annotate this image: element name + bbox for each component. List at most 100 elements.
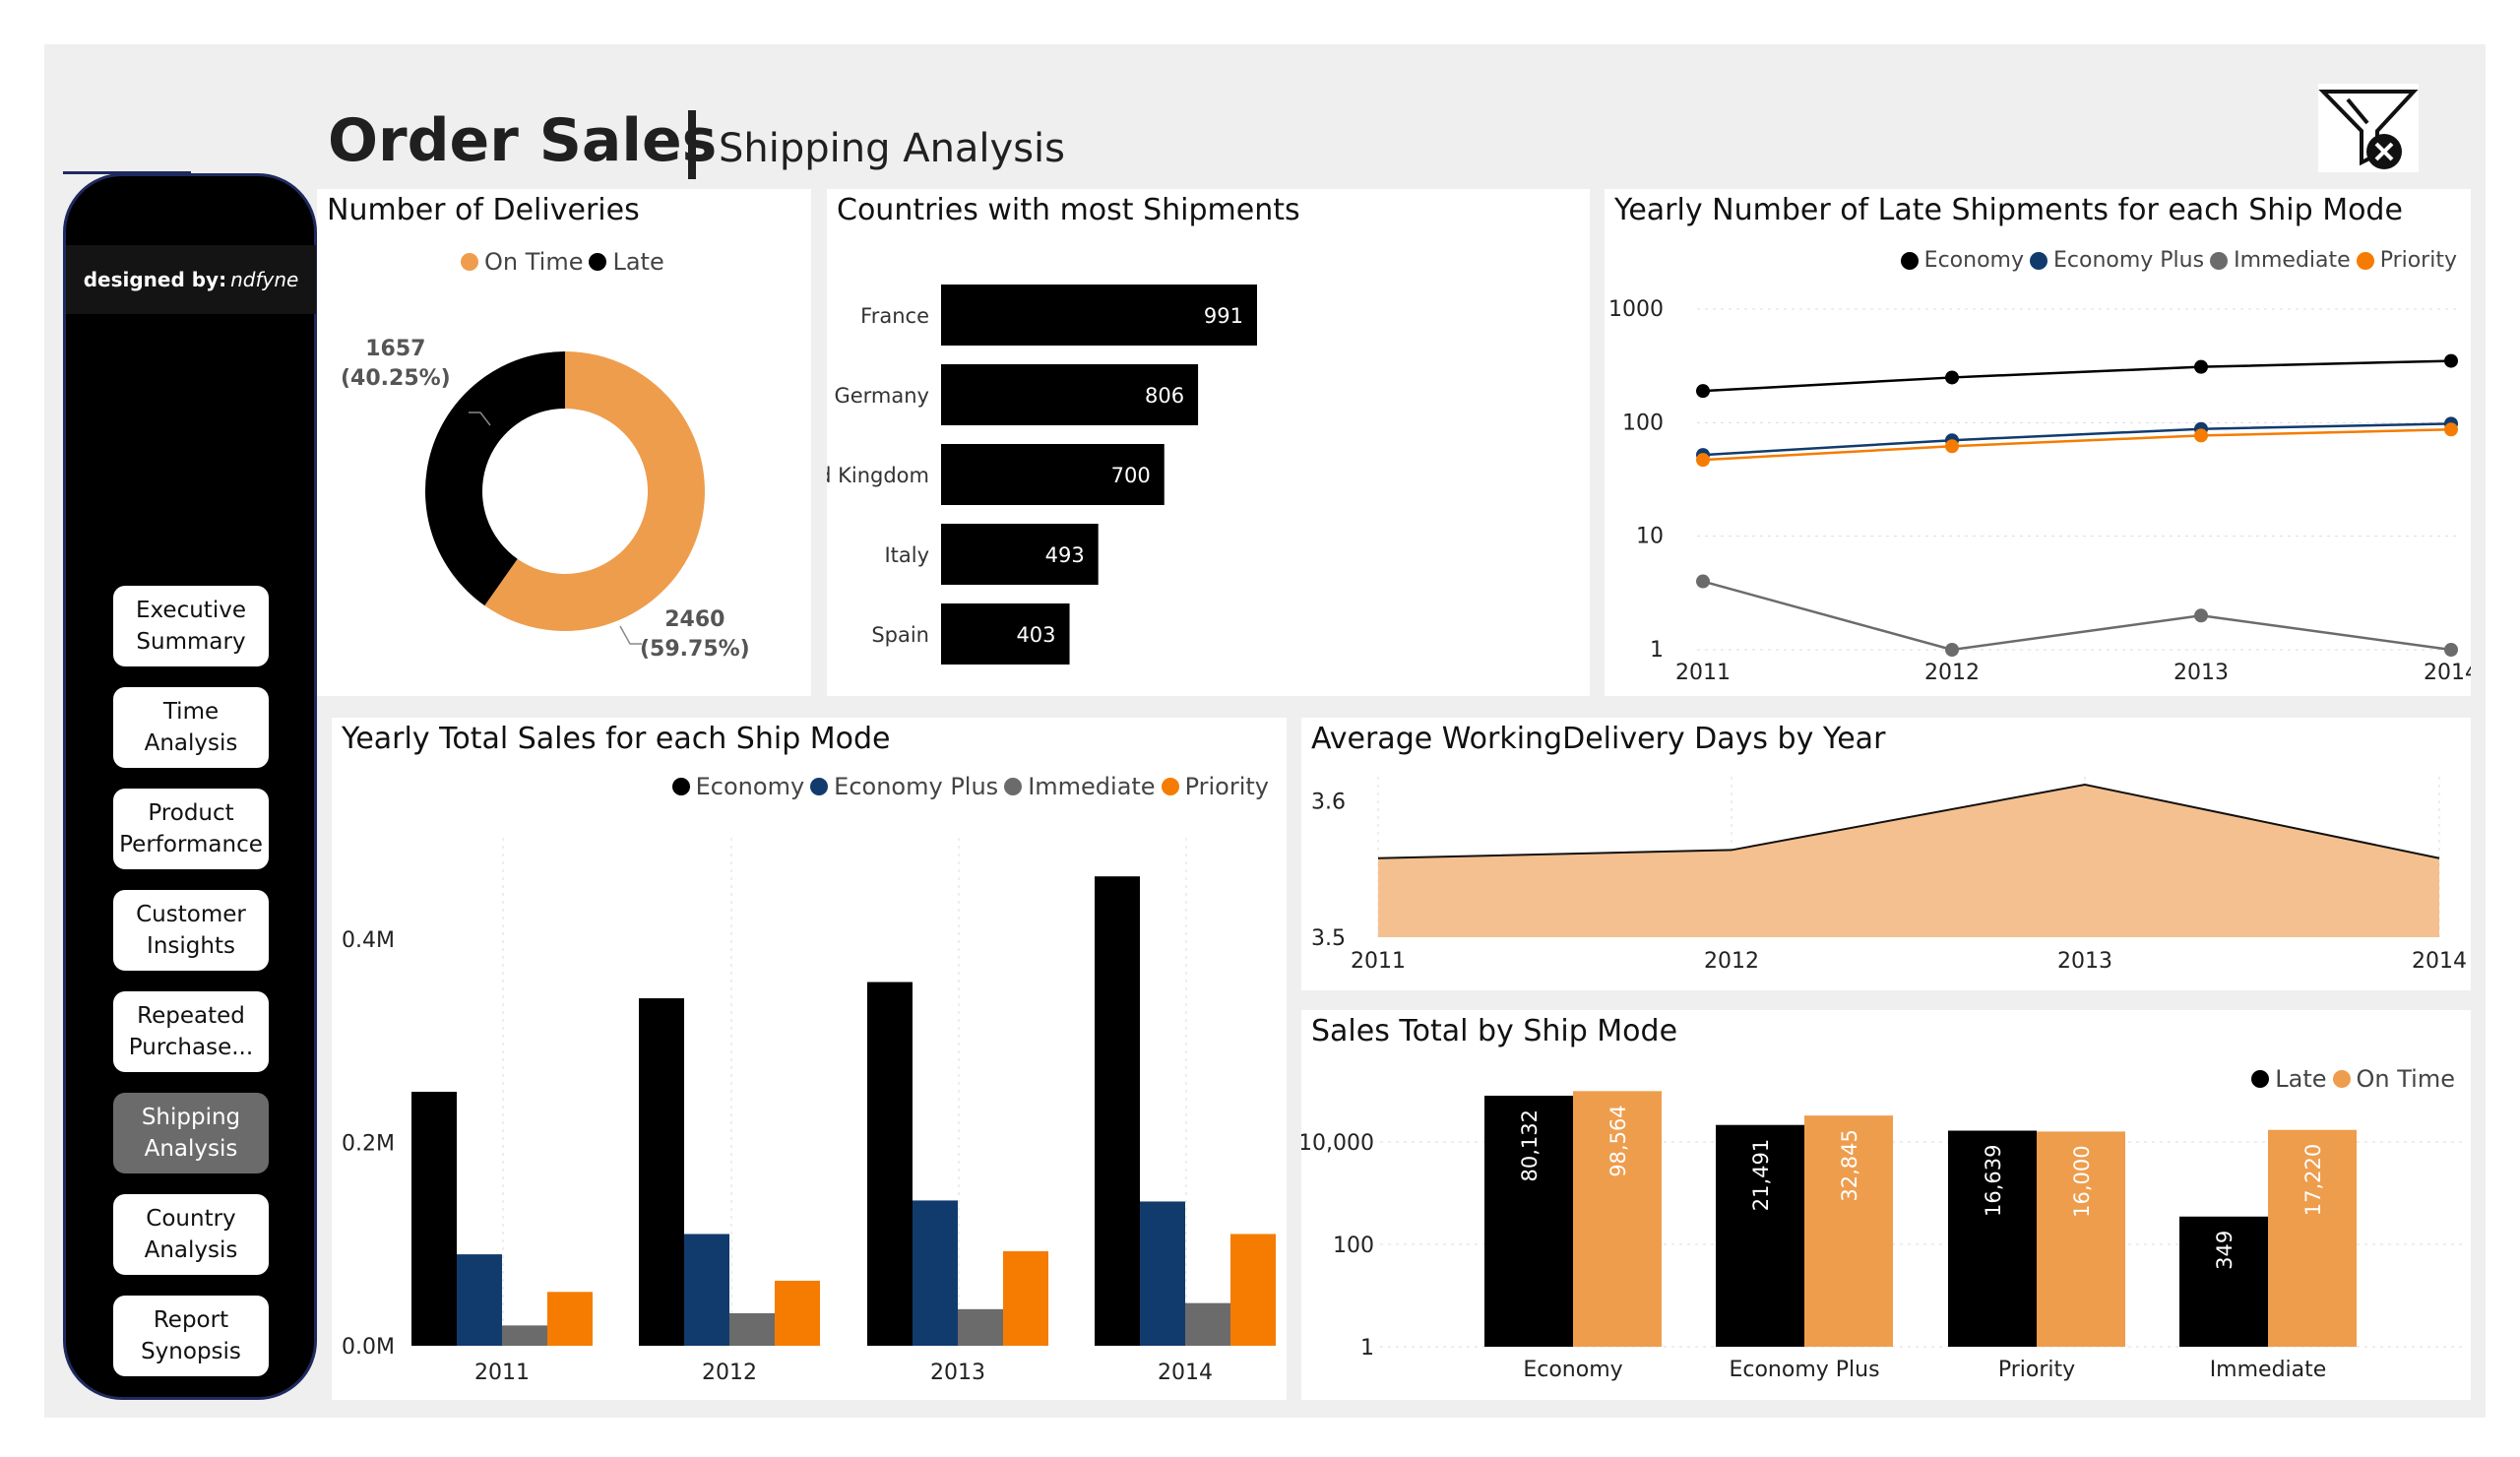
countries-panel: Countries with most Shipments France 991 G… xyxy=(827,189,1590,696)
title-divider xyxy=(688,110,696,179)
late-shipments-panel: Yearly Number of Late Shipments for each… xyxy=(1605,189,2471,696)
x-tick-label: 2012 xyxy=(1924,661,1980,685)
nav-button-report-synopsis[interactable]: Report Synopsis xyxy=(113,1296,269,1376)
y-tick-label: 0.2M xyxy=(342,1132,395,1157)
x-tick-label: 2011 xyxy=(474,1361,530,1385)
data-point xyxy=(1696,453,1710,468)
data-label: 349 xyxy=(2213,1231,2236,1270)
x-tick-label: 2012 xyxy=(702,1361,757,1385)
filter-clear-icon xyxy=(2318,90,2419,169)
bar-on-time xyxy=(2268,1129,2357,1347)
data-label: 17,220 xyxy=(2301,1144,2325,1216)
y-tick-label: 3.6 xyxy=(1311,791,1346,815)
bar-economy xyxy=(1095,876,1140,1346)
x-tick-label: 2011 xyxy=(1675,661,1731,685)
data-point xyxy=(1945,439,1959,454)
bar-on-time xyxy=(1804,1115,1893,1347)
bar-late xyxy=(1948,1130,2037,1347)
bar-on-time xyxy=(2037,1131,2125,1347)
data-label-on-time: 2460 (59.75%) xyxy=(640,607,750,662)
page-subtitle: Shipping Analysis xyxy=(719,126,1066,171)
bar-economy xyxy=(411,1092,457,1346)
y-tick-label: 0.4M xyxy=(342,928,395,953)
nav-button-shipping-analysis[interactable]: Shipping Analysis xyxy=(113,1093,269,1173)
deliveries-panel: Number of Deliveries On Time Late 1657 (4… xyxy=(317,189,811,696)
bar-late xyxy=(2179,1216,2268,1347)
avg-days-panel: Average WorkingDelivery Days by Year 3.6… xyxy=(1301,718,2471,990)
y-tick-label: 1 xyxy=(1360,1336,1374,1361)
bar-priority xyxy=(1230,1234,1276,1346)
data-point xyxy=(1945,643,1959,657)
legend-item-priority[interactable]: Priority xyxy=(2356,248,2457,273)
legend-item-late[interactable]: Late xyxy=(2251,1065,2327,1093)
data-label: 700 xyxy=(1111,464,1151,487)
y-tick-label: 100 xyxy=(1333,1234,1374,1258)
clear-filters-button[interactable] xyxy=(2318,84,2419,172)
designed-by-badge: designed by: ndfyne xyxy=(66,245,316,314)
legend-item-priority[interactable]: Priority xyxy=(1161,773,1269,800)
bar xyxy=(941,285,1257,346)
designer-name: ndfyne xyxy=(230,268,299,291)
category-label: Italy xyxy=(884,543,929,567)
chart-legend: On Time Late xyxy=(461,248,664,276)
leader-line-on-time xyxy=(619,625,642,645)
nav-button-repeated-purchase[interactable]: Repeated Purchase... xyxy=(113,991,269,1072)
bar-on-time xyxy=(1573,1091,1662,1347)
area-line xyxy=(1377,783,2440,859)
bar-immediate xyxy=(1185,1302,1230,1346)
category-label: United Kingdom xyxy=(827,464,929,487)
legend-item-economy-plus[interactable]: Economy Plus xyxy=(2029,248,2204,273)
legend-item-economy-plus[interactable]: Economy Plus xyxy=(810,773,998,800)
legend-item-economy[interactable]: Economy xyxy=(671,773,804,800)
series-line-priority xyxy=(1702,428,2452,462)
nav-button-label: Shipping Analysis xyxy=(141,1105,241,1162)
nav-button-product-performance[interactable]: Product Performance xyxy=(113,789,269,869)
nav-button-executive-summary[interactable]: Executive Summary xyxy=(113,586,269,666)
data-point xyxy=(2194,359,2208,374)
nav-button-customer-insights[interactable]: Customer Insights xyxy=(113,890,269,971)
bar-priority xyxy=(547,1292,593,1346)
chart-title: Countries with most Shipments xyxy=(837,193,1300,227)
data-label: 806 xyxy=(1145,384,1184,408)
yearly-sales-bar-chart: 0.4M 0.2M 0.0M 2011 2012 2013 2014 xyxy=(342,838,1276,1385)
data-point xyxy=(2444,643,2458,657)
legend-item-economy[interactable]: Economy xyxy=(1900,248,2024,273)
legend-item-on-time[interactable]: On Time xyxy=(2332,1065,2455,1093)
legend-item-late[interactable]: Late xyxy=(589,248,664,276)
bar-immediate xyxy=(729,1312,775,1346)
x-tick-label: 2014 xyxy=(1158,1361,1213,1385)
x-tick-label: Economy Plus xyxy=(1729,1358,1879,1382)
chart-legend: Late On Time xyxy=(2251,1065,2455,1093)
data-label: 21,491 xyxy=(1749,1139,1773,1211)
category-label: Spain xyxy=(871,623,929,647)
legend-item-immediate[interactable]: Immediate xyxy=(1004,773,1156,800)
donut-slice-late xyxy=(425,351,565,606)
nav-button-time-analysis[interactable]: Time Analysis xyxy=(113,687,269,768)
bar-economy xyxy=(867,982,913,1346)
category-label: France xyxy=(860,304,929,328)
legend-item-on-time[interactable]: On Time xyxy=(461,248,583,276)
series-line-economy xyxy=(1702,359,2452,393)
y-tick-label: 10 xyxy=(1636,525,1664,549)
x-tick-label: 2011 xyxy=(1351,949,1406,974)
x-tick-label: 2014 xyxy=(2412,949,2467,974)
countries-bar-chart: France 991 Germany 806 United Kingdom 700 Ital… xyxy=(827,285,1257,665)
data-label: 16,639 xyxy=(1982,1145,2005,1217)
data-label: 32,845 xyxy=(1838,1129,1861,1201)
chart-title: Average WorkingDelivery Days by Year xyxy=(1311,722,1886,756)
legend-item-immediate[interactable]: Immediate xyxy=(2210,248,2351,273)
bar xyxy=(941,524,1099,585)
bar-economy-plus xyxy=(1140,1201,1185,1346)
bar-late xyxy=(1484,1096,1573,1347)
nav-button-country-analysis[interactable]: Country Analysis xyxy=(113,1194,269,1275)
bar-priority xyxy=(775,1280,820,1346)
bar-immediate xyxy=(958,1308,1003,1346)
nav-button-label: Report Synopsis xyxy=(141,1307,241,1364)
x-tick-label: 2013 xyxy=(2174,661,2229,685)
data-label: 991 xyxy=(1204,304,1243,328)
sidebar: designed by: ndfyne Executive Summary Time… xyxy=(63,173,317,1400)
chart-title: Number of Deliveries xyxy=(327,193,640,227)
y-tick-label: 10,000 xyxy=(1301,1131,1374,1156)
y-tick-label: 0.0M xyxy=(342,1335,395,1360)
